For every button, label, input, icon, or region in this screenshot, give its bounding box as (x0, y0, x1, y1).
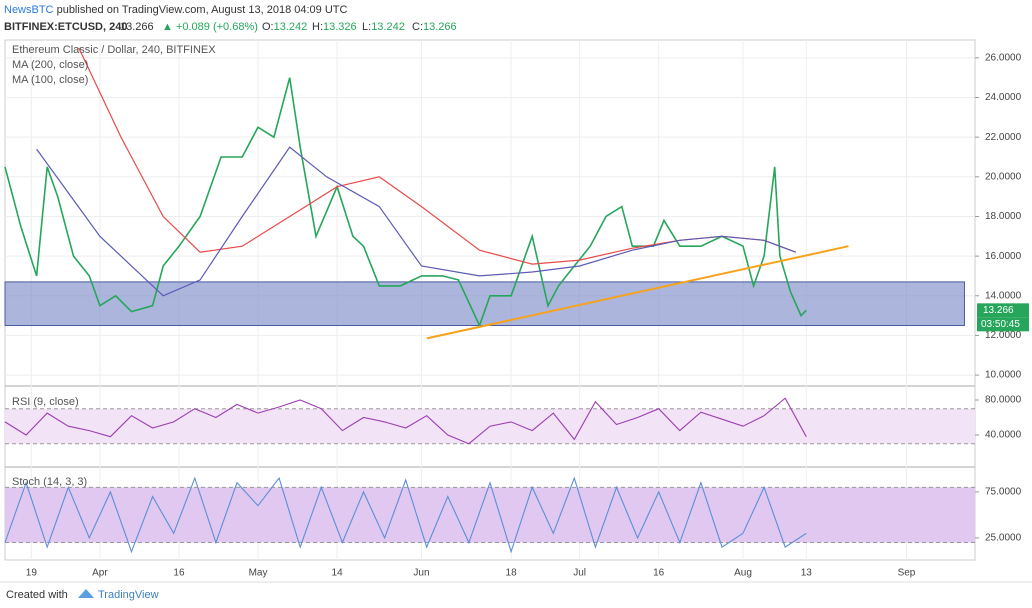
y-tick-label: 80.0000 (985, 395, 1022, 406)
publisher-name: NewsBTC (4, 4, 54, 16)
last-price-box (977, 303, 1029, 318)
y-tick-label: 75.0000 (985, 487, 1022, 498)
published: published on TradingView.com, August 13,… (57, 4, 348, 16)
publisher: NewsBTC published on TradingView.com, Au… (4, 4, 348, 16)
legend-entry: MA (100, close) (12, 74, 88, 86)
ohlc-value: 13.326 (323, 21, 357, 33)
series-line (4, 77, 807, 328)
band (5, 487, 975, 543)
footer-brand: TradingView (98, 589, 159, 601)
ohlc-item: C:13.266 (412, 21, 457, 33)
indicator-title: RSI (9, close) (12, 396, 79, 408)
ohlc-value: 13.242 (274, 21, 308, 33)
ohlc-value: 13.266 (423, 21, 457, 33)
x-tick-label: Apr (92, 568, 108, 579)
x-tick-label: Jul (573, 568, 586, 579)
price: 13.266 (120, 21, 154, 33)
ohlc-key: H: (312, 21, 323, 33)
trendline (426, 245, 849, 340)
ohlc-key: O: (262, 21, 274, 33)
x-tick-label: 14 (332, 568, 344, 579)
y-tick-label: 16.0000 (985, 251, 1022, 262)
x-tick-label: Aug (734, 568, 752, 579)
ohlc: O:13.242 H:13.326 L:13.242 C:13.266 (262, 21, 457, 33)
legend-entry: Ethereum Classic / Dollar, 240, BITFINEX (12, 44, 216, 56)
symbol: BITFINEX:ETCUSD, 240 (4, 21, 127, 33)
x-tick-label: 19 (26, 568, 38, 579)
ohlc-item: L:13.242 (362, 21, 405, 33)
ohlc-key: C: (412, 21, 423, 33)
y-tick-label: 20.0000 (985, 171, 1022, 182)
x-tick-label: 16 (173, 568, 185, 579)
change: ▲ +0.089 (+0.68%) (162, 21, 258, 33)
last-price: 13.266 (983, 305, 1014, 316)
legend-entry: MA (200, close) (12, 59, 88, 71)
ohlc-item: O:13.242 (262, 21, 307, 33)
x-tick-label: Jun (413, 568, 429, 579)
indicator-line (4, 476, 807, 554)
y-tick-label: 12.0000 (985, 330, 1022, 341)
y-tick-label: 25.0000 (985, 533, 1022, 544)
ohlc-key: L: (362, 21, 371, 33)
series-line (36, 146, 797, 297)
countdown: 03:50:45 (981, 319, 1020, 330)
indicator-line (4, 397, 807, 445)
y-tick-label: 14.0000 (985, 290, 1022, 301)
ohlc-value: 13.242 (371, 21, 405, 33)
y-tick-label: 18.0000 (985, 211, 1022, 222)
ohlc-item: H:13.326 (312, 21, 357, 33)
x-tick-label: Sep (898, 568, 916, 579)
footer-created: Created with (6, 589, 68, 601)
y-tick-label: 24.0000 (985, 92, 1022, 103)
x-tick-label: 16 (653, 568, 665, 579)
indicator-title: Stoch (14, 3, 3) (12, 476, 87, 488)
support-zone (4, 281, 965, 327)
y-tick-label: 22.0000 (985, 132, 1022, 143)
x-tick-label: 18 (506, 568, 518, 579)
countdown-box (977, 317, 1029, 332)
y-tick-label: 26.0000 (985, 52, 1022, 63)
x-tick-label: May (249, 568, 268, 579)
y-tick-label: 40.0000 (985, 430, 1022, 441)
y-tick-label: 10.0000 (985, 370, 1022, 381)
logo (78, 589, 94, 598)
x-tick-label: 13 (801, 568, 813, 579)
